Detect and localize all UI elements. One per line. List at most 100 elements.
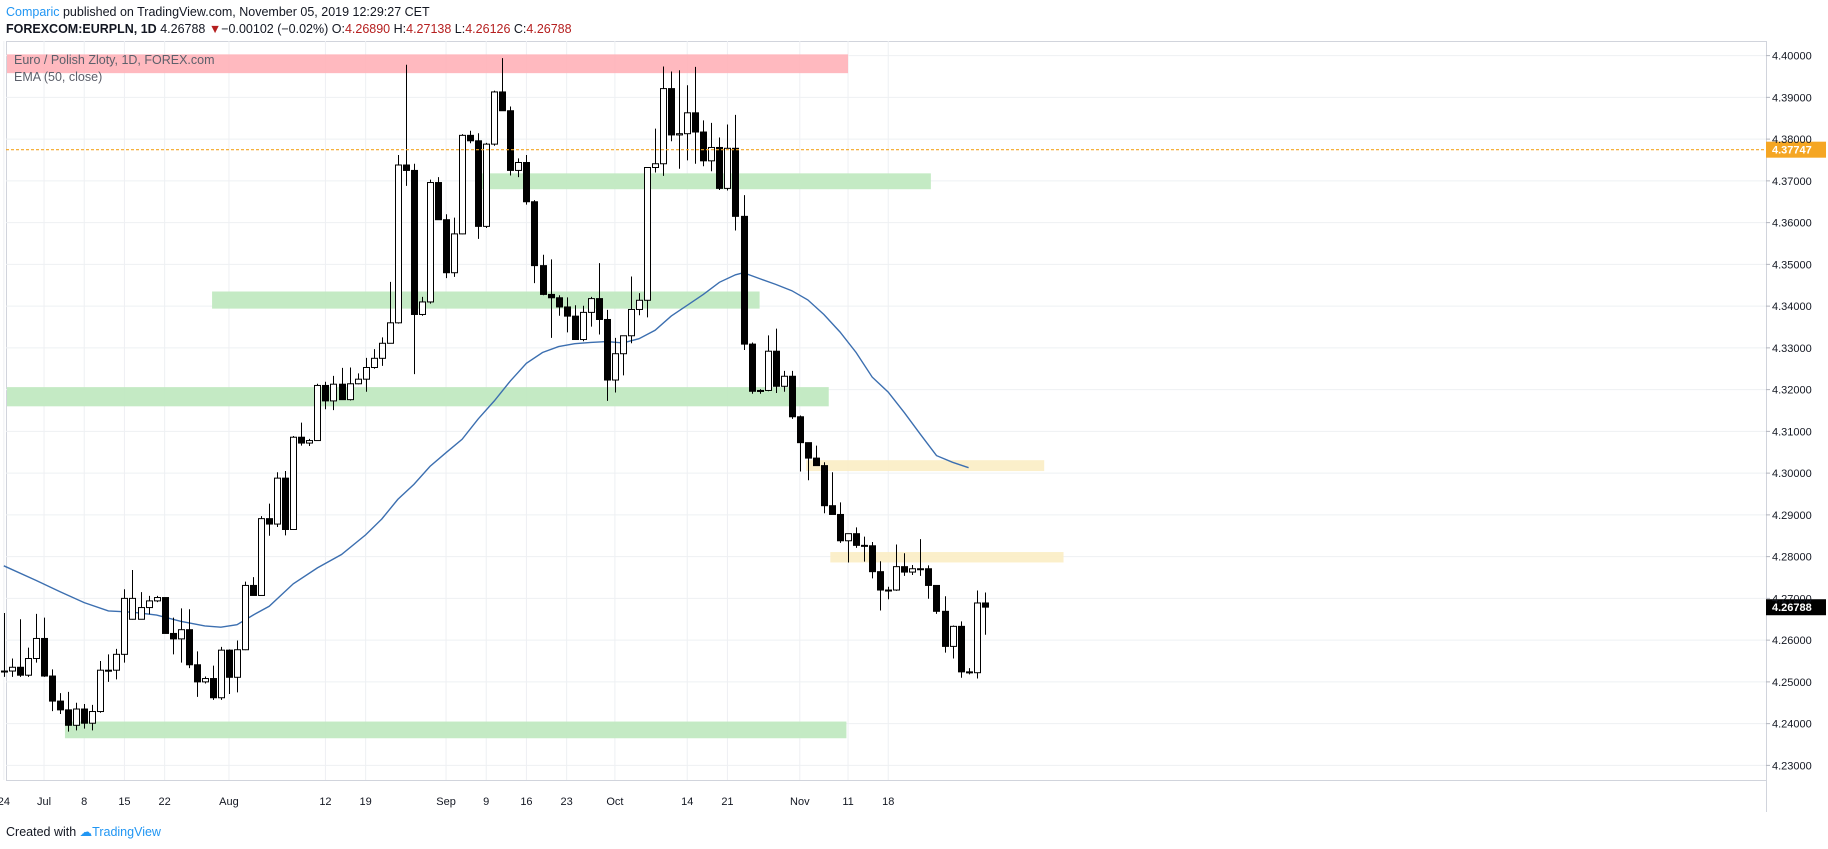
candle-body — [966, 671, 973, 674]
candle-body — [628, 308, 635, 337]
candle — [901, 553, 908, 576]
candle-body — [636, 299, 643, 310]
tradingview-link[interactable]: TradingView — [92, 825, 161, 839]
low-value: 4.26126 — [465, 22, 511, 36]
price-tick-label: 4.40000 — [1772, 51, 1812, 63]
candle-body — [781, 375, 788, 387]
candle — [250, 577, 257, 596]
open-value: 4.26890 — [344, 22, 391, 36]
candle-body — [708, 146, 715, 162]
candle-body — [57, 700, 64, 711]
candle-body — [419, 301, 426, 315]
candle-body — [749, 343, 756, 392]
candle — [540, 254, 547, 296]
candle-body — [443, 219, 450, 274]
symbol-label: FOREXCOM:EURPLN, 1D — [6, 22, 157, 36]
candle-body — [644, 167, 651, 301]
zone-pivot — [806, 460, 1045, 472]
candle-body — [427, 182, 434, 303]
candle — [282, 471, 289, 536]
candle-body — [893, 566, 900, 591]
candle-body — [387, 322, 394, 344]
candle-body — [933, 584, 940, 612]
candle — [113, 648, 120, 680]
candle-body — [757, 389, 764, 392]
candle-body — [564, 306, 571, 317]
candle — [459, 134, 466, 235]
candle — [411, 163, 418, 375]
time-tick-label: 15 — [118, 796, 130, 808]
candle — [821, 462, 828, 514]
candle-body — [692, 112, 699, 133]
candle — [966, 668, 973, 675]
price-tick-label: 4.38000 — [1772, 134, 1812, 146]
candle — [234, 640, 241, 693]
candle — [306, 438, 313, 446]
candle — [186, 609, 193, 669]
candle-body — [97, 669, 104, 713]
candle-body — [371, 357, 378, 368]
zone-support — [64, 721, 847, 739]
candle — [531, 200, 538, 284]
candle — [347, 367, 354, 401]
candle — [620, 335, 627, 376]
candle — [467, 130, 474, 144]
ema-layer — [3, 271, 969, 628]
horizontal-line-layer: 4.37747 4.26788 — [6, 141, 1826, 616]
candle — [628, 276, 635, 344]
candle-body — [234, 649, 241, 678]
candle — [933, 584, 940, 614]
candle — [451, 217, 458, 277]
candle — [958, 621, 965, 678]
candle-body — [523, 161, 530, 203]
candle-body — [282, 477, 289, 530]
price-axis[interactable]: 4.40000 4.39000 4.38000 4.37000 4.36000 4.350… — [1766, 51, 1812, 773]
tradingview-logo-icon: ☁ — [79, 825, 93, 839]
footer: Created with ☁TradingView — [6, 824, 161, 839]
candle-body — [129, 597, 136, 620]
candle-body — [467, 134, 474, 142]
candle — [869, 542, 876, 579]
candle-body — [668, 88, 675, 136]
candle-body — [789, 375, 796, 418]
candle-body — [604, 318, 611, 381]
candle — [773, 328, 780, 393]
candle — [435, 177, 442, 221]
candle — [909, 564, 916, 576]
time-axis[interactable]: 24 Jul 8 15 22 Aug 12 19 Sep 9 16 23 Oct 14 21 Nov 11 18 — [0, 796, 894, 808]
publisher-name[interactable]: Comparic — [6, 5, 60, 19]
candle-body — [724, 147, 731, 189]
candle — [266, 503, 273, 536]
candle-body — [531, 201, 538, 267]
candle-body — [274, 477, 281, 525]
candle-body — [507, 110, 514, 171]
candle — [97, 661, 104, 713]
candle — [41, 617, 48, 677]
candle-body — [322, 384, 329, 402]
candle — [548, 259, 555, 338]
price-tick-label: 4.29000 — [1772, 510, 1812, 522]
candle — [612, 337, 619, 393]
candle — [507, 106, 514, 176]
candle-body — [363, 366, 370, 380]
candle — [162, 597, 169, 634]
ohlc-line: FOREXCOM:EURPLN, 1D 4.26788 ▼−0.00102 (−… — [6, 21, 572, 38]
candle-body — [901, 566, 908, 573]
close-label: C: — [513, 22, 527, 36]
candle — [925, 565, 932, 599]
candle — [363, 357, 370, 392]
publisher-line: Comparic published on TradingView.com, N… — [6, 4, 572, 21]
candle — [9, 658, 16, 677]
price-tick-label: 4.23000 — [1772, 760, 1812, 772]
time-tick-label: Sep — [436, 796, 456, 808]
candles-layer — [1, 58, 989, 732]
time-tick-label: 19 — [360, 796, 372, 808]
candle — [89, 704, 96, 731]
candle-body — [41, 637, 48, 677]
price-tick-label: 4.33000 — [1772, 343, 1812, 355]
candle — [226, 649, 233, 694]
last-price-label: 4.26788 — [1772, 602, 1812, 614]
candle — [716, 137, 723, 191]
candle-body — [572, 315, 579, 341]
